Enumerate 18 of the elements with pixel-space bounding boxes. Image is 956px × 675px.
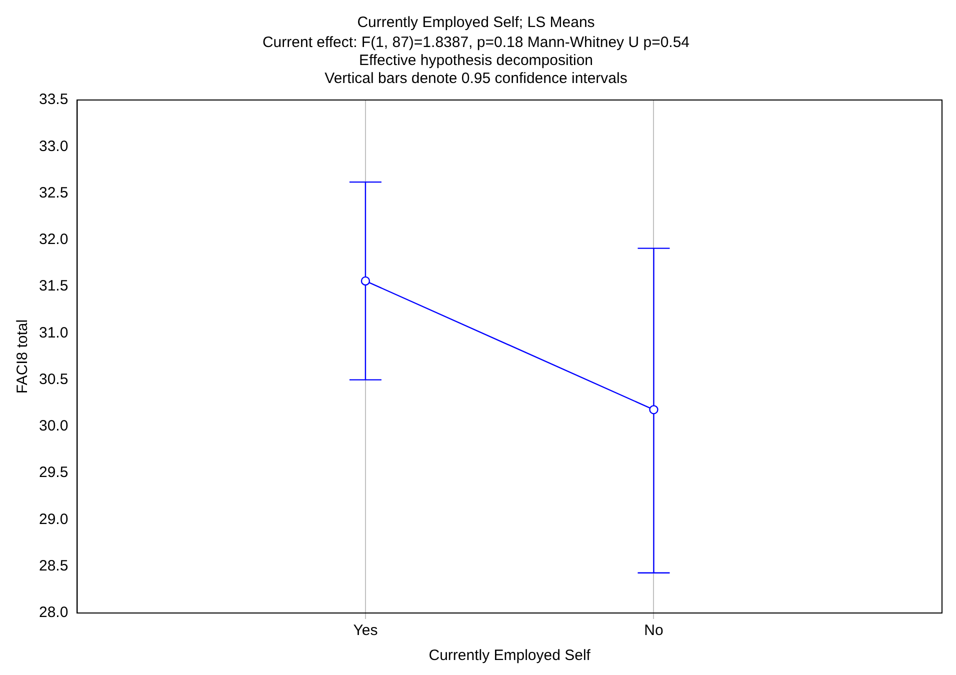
y-tick-label: 28.5	[38, 558, 68, 575]
y-tick-label: 33.5	[38, 91, 68, 108]
y-tick-label: 32.5	[38, 184, 68, 202]
y-axis-title: FACI8 total	[14, 319, 32, 394]
x-axis-title: Currently Employed Self	[428, 647, 592, 664]
y-tick-label: 32.0	[38, 231, 68, 248]
y-tick-label: 33.0	[38, 138, 68, 155]
x-tick-label: Yes	[353, 622, 378, 640]
x-tick-label: No	[644, 622, 664, 640]
y-tick-label: 29.0	[38, 510, 68, 528]
y-tick-label: 31.0	[38, 324, 68, 342]
chart-title: Currently Employed Self; LS Means	[357, 14, 595, 32]
chart-subtitle: Current effect: F(1, 87)=1.8387, p=0.18 Mann-Whitney U p=0.54 Effective hypothesis decomposition Vertical bars denote 0.95 confidence intervals	[262, 34, 690, 88]
y-tick-label: 28.0	[38, 604, 68, 622]
y-tick-label: 30.0	[38, 418, 68, 435]
y-tick-label: 30.5	[38, 370, 68, 388]
y-tick-label: 31.5	[38, 278, 68, 295]
y-tick-label: 29.5	[38, 464, 68, 482]
